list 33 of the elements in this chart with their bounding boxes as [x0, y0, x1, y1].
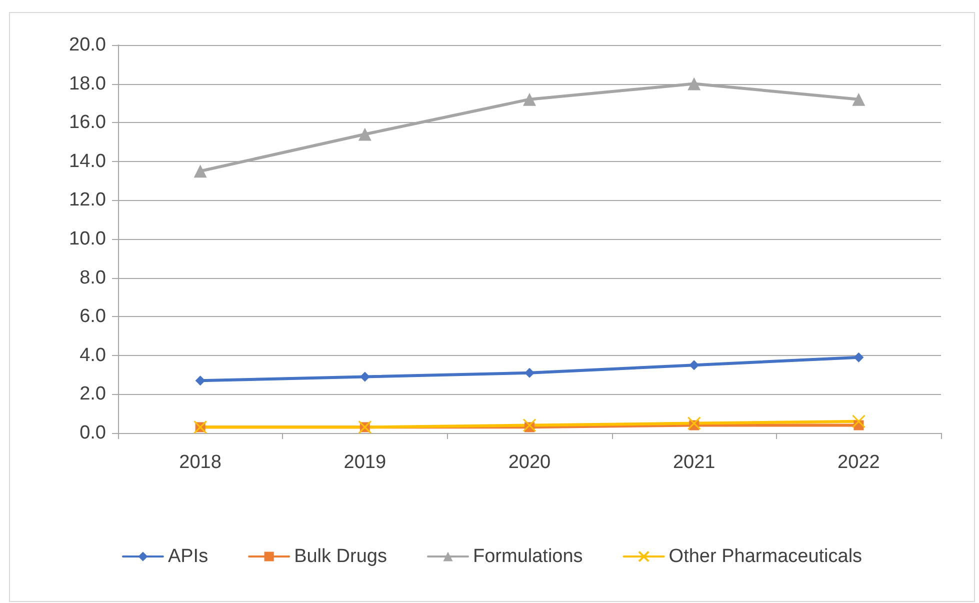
- legend-label: APIs: [168, 546, 208, 567]
- point: [688, 77, 701, 90]
- y-tick-label: 6.0: [80, 306, 106, 328]
- legend-label: Bulk Drugs: [294, 546, 387, 567]
- point: [360, 372, 370, 382]
- point: [358, 128, 372, 141]
- point: [195, 376, 206, 386]
- y-tick-label: 4.0: [80, 344, 106, 366]
- point: [194, 164, 207, 178]
- point: [524, 368, 534, 378]
- point: [854, 352, 864, 362]
- point: [689, 360, 700, 370]
- point: [523, 92, 536, 106]
- x-tick-label: 2019: [344, 452, 386, 473]
- legend-label: Formulations: [472, 546, 583, 567]
- x-tick-label: 2018: [179, 452, 222, 473]
- point: [687, 416, 701, 430]
- point: [522, 418, 536, 432]
- legend-label: Other Pharmaceuticals: [668, 546, 862, 567]
- y-tick-label: 16.0: [69, 112, 106, 134]
- point: [852, 414, 866, 428]
- y-tick-label: 12.0: [69, 190, 106, 211]
- x-tick-label: 2021: [672, 452, 716, 473]
- y-tick-label: 0.0: [80, 422, 106, 444]
- x-tick-label: 2022: [838, 452, 880, 473]
- y-tick-label: 20.0: [69, 34, 106, 56]
- y-tick-label: 8.0: [80, 267, 106, 288]
- y-tick-label: 10.0: [69, 228, 106, 250]
- y-tick-label: 14.0: [69, 150, 106, 172]
- y-tick-label: 2.0: [80, 384, 106, 405]
- point: [852, 92, 866, 106]
- x-tick-label: 2020: [508, 452, 551, 473]
- y-tick-label: 18.0: [69, 73, 106, 94]
